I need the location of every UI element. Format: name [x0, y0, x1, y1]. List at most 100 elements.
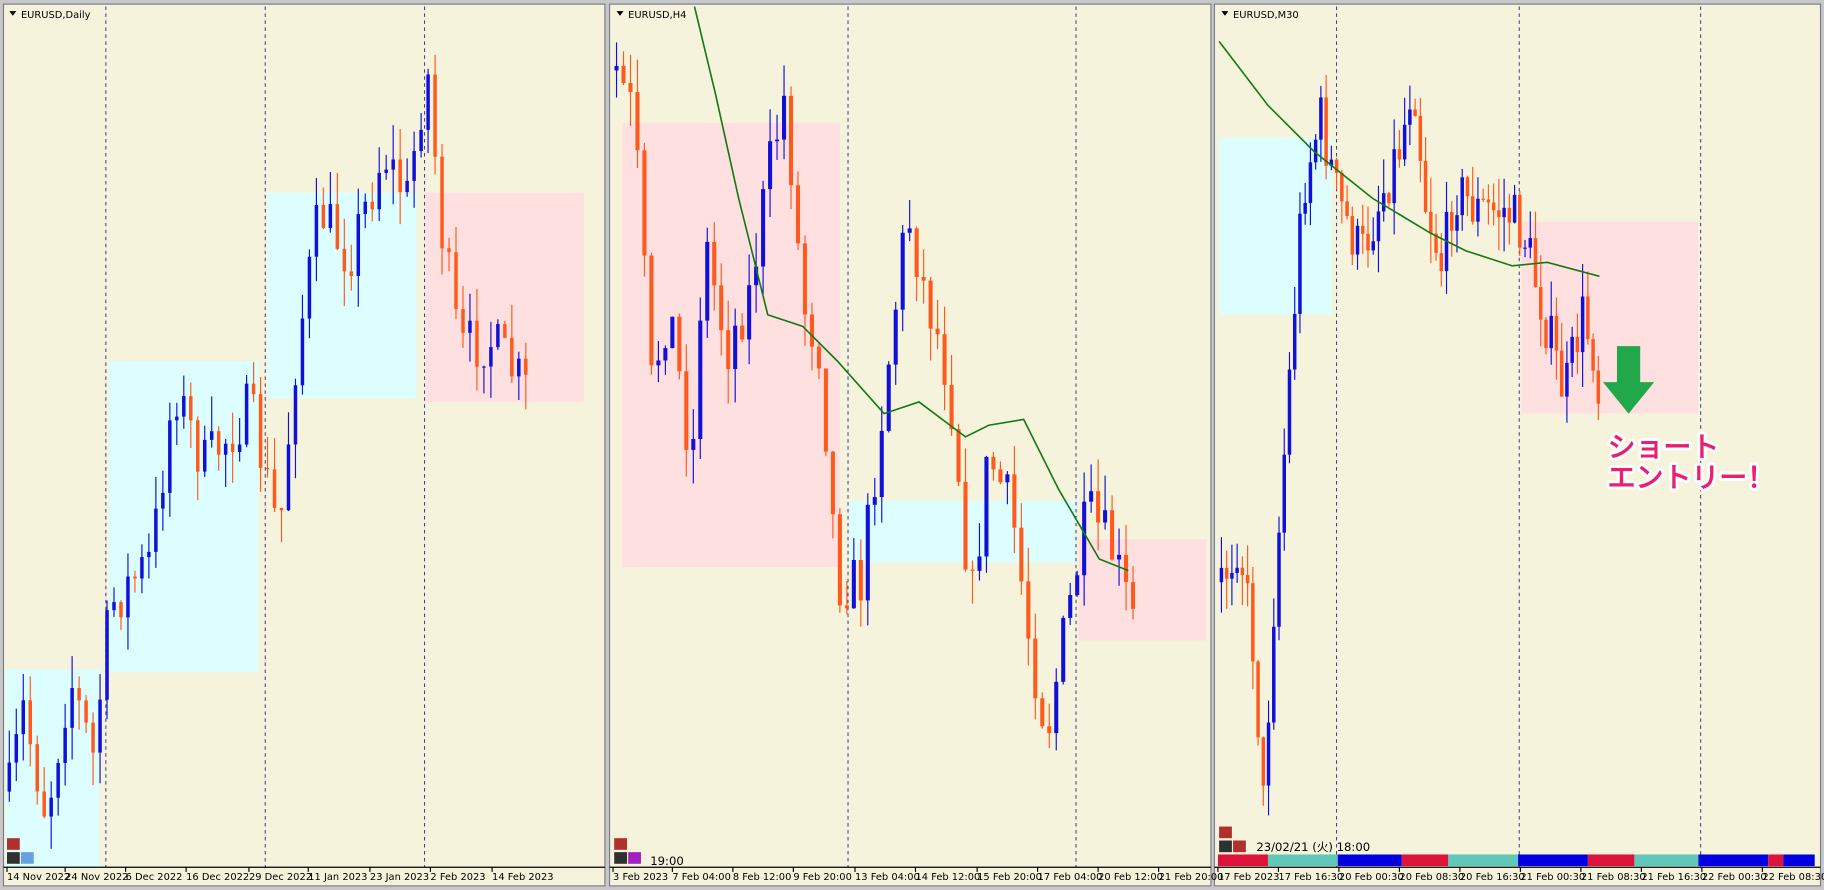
candle-body: [670, 316, 675, 349]
session-strip: [1217, 854, 1815, 867]
candle-body: [1235, 567, 1239, 573]
candle-body: [837, 514, 842, 606]
candle-body: [1040, 698, 1045, 727]
candle-body: [1329, 159, 1334, 166]
moving-average: [693, 6, 1129, 572]
panel-frame: [2, 3, 606, 887]
candle-body: [1450, 211, 1454, 231]
candle-body: [1539, 287, 1543, 320]
candle-body: [907, 228, 912, 233]
candle-body: [244, 383, 249, 445]
candle-body: [1240, 567, 1245, 575]
candle-body: [1282, 454, 1286, 533]
candle-body: [1019, 527, 1024, 582]
candle-body: [105, 610, 109, 700]
x-label: 22 Feb 00:30: [1702, 872, 1767, 883]
x-label: 24 Nov 2022: [65, 872, 128, 883]
candle-body: [1219, 567, 1224, 583]
candle-body: [1292, 313, 1297, 370]
candle-body: [775, 139, 780, 142]
candle-body: [1507, 207, 1512, 223]
candle-body: [1476, 198, 1480, 222]
candle-body: [440, 156, 444, 249]
candle-body: [265, 467, 270, 470]
candle-body: [726, 330, 731, 370]
title-marker: [1221, 11, 1229, 16]
candle-body: [1570, 336, 1574, 363]
candle-body: [189, 396, 193, 421]
candle-body: [1402, 124, 1407, 160]
candle-body: [1089, 491, 1094, 502]
candle-body: [1261, 737, 1266, 786]
candle-body: [691, 438, 696, 450]
candle-body: [1130, 582, 1136, 609]
candle-body: [1251, 583, 1255, 662]
candle-body: [1470, 196, 1475, 222]
annotation: ショート: [1608, 431, 1720, 464]
candle-body: [1523, 247, 1527, 249]
x-label: 14 Feb 2023: [492, 872, 553, 883]
candle-body: [893, 309, 898, 365]
candle-body: [279, 507, 284, 511]
candle-body: [628, 83, 633, 92]
x-label: 3 Feb 2023: [613, 872, 668, 883]
candle-body: [91, 722, 95, 753]
candle-body: [1110, 510, 1115, 560]
candle-body: [1486, 199, 1491, 203]
candle-body: [63, 727, 67, 764]
icon: [628, 852, 641, 864]
candle-body: [1423, 160, 1428, 212]
candle-body: [517, 358, 521, 377]
icon: [20, 852, 34, 864]
candle-body: [321, 204, 326, 229]
candle-body: [1439, 253, 1444, 272]
x-label: 16 Dec 2022: [186, 872, 249, 883]
candle-body: [1245, 574, 1250, 584]
session: [1587, 854, 1635, 867]
candle-body: [802, 243, 808, 315]
candle-body: [1596, 370, 1601, 404]
candle-body: [1455, 215, 1459, 231]
candle-body: [419, 129, 423, 152]
candle-body: [70, 687, 74, 728]
candle-body: [237, 444, 242, 452]
candle-body: [795, 185, 801, 244]
x-label: 22 Feb 08:30: [1762, 872, 1824, 883]
candle-body: [949, 384, 954, 430]
candle-body: [119, 602, 123, 618]
candle-body: [1033, 638, 1038, 699]
candle-body: [1429, 211, 1433, 234]
candle-body: [1026, 581, 1031, 639]
candle-body: [426, 74, 430, 130]
candle-body: [1047, 726, 1052, 734]
zone-pink: [425, 192, 584, 402]
candle-body: [1224, 567, 1229, 579]
candle-body: [872, 497, 877, 505]
candle-body: [782, 95, 787, 140]
zone-pink: [1078, 539, 1207, 641]
candle-body: [56, 763, 60, 798]
candle-body: [405, 180, 409, 193]
zone-blue: [267, 192, 417, 399]
x-label: 17 Feb 2023: [1218, 872, 1279, 883]
x-label: 23 Jan 2023: [370, 872, 429, 883]
candle-body: [461, 309, 465, 333]
candle-body: [147, 551, 151, 558]
candle-body: [635, 91, 640, 151]
candle-body: [921, 277, 926, 281]
candle-body: [161, 492, 165, 509]
x-label: 2 Feb 2023: [430, 872, 485, 883]
candle-body: [1586, 296, 1590, 340]
x-label: 11 Jan 2023: [308, 872, 367, 883]
candle-body: [1575, 336, 1580, 353]
candle-body: [363, 201, 368, 214]
candle-body: [314, 204, 319, 257]
zone-blue: [5, 669, 99, 868]
candle-body: [133, 576, 137, 579]
candle-body: [1054, 681, 1059, 734]
candle-body: [1554, 315, 1559, 351]
candle-body: [1528, 238, 1533, 248]
x-label: 20 Feb 12:00: [1098, 872, 1163, 883]
candle-body: [963, 481, 968, 570]
candle-body: [858, 559, 863, 601]
